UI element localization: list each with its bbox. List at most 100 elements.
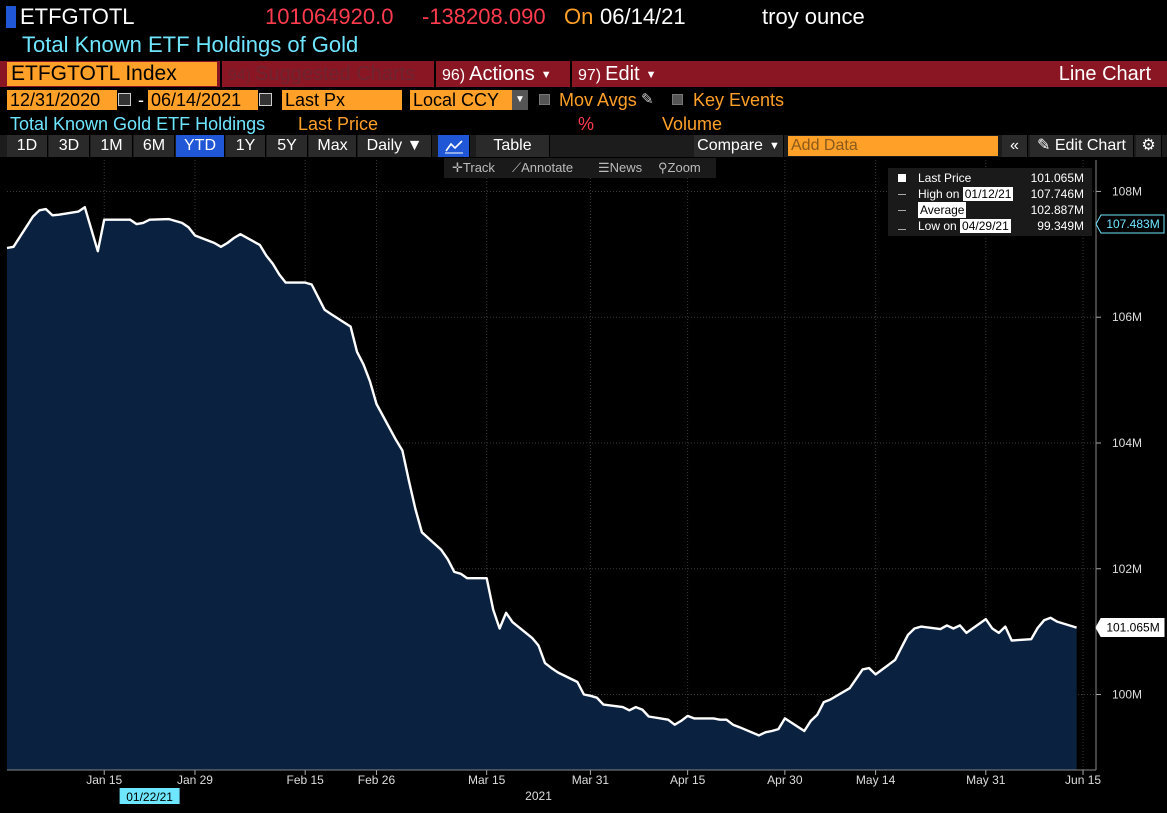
axes (7, 160, 1101, 775)
legend-last-price-value: 101.065M (1030, 171, 1084, 185)
low-date: 04/29/21 (960, 219, 1011, 233)
y-tick-label: 102M (1112, 562, 1142, 576)
period-3d[interactable]: 3D (49, 135, 90, 157)
chart-toolbar: 1D 3D 1M 6M YTD 1Y 5Y Max Daily ▼ Table … (0, 135, 1167, 157)
zoom-label: Zoom (667, 160, 701, 175)
y-tick-label: 100M (1112, 688, 1142, 702)
zoom-tool[interactable]: ⚲ Zoom (658, 158, 701, 178)
key-events-label: Key Events (693, 90, 785, 110)
period-5y[interactable]: 5Y (267, 135, 308, 157)
annotate-tool[interactable]: ⟋ Annotate (512, 158, 573, 178)
cursor-date-label: 01/22/21 (126, 790, 173, 804)
table-button[interactable]: Table (476, 135, 550, 157)
change-value: -138208.090 (422, 4, 546, 29)
period-6m[interactable]: 6M (134, 135, 175, 157)
cursor-date-box (119, 788, 180, 804)
callout-label: 101.065M (1106, 621, 1159, 635)
x-tick-label: May 14 (856, 773, 896, 787)
area-fill (7, 207, 1077, 770)
x-tick-label: Jun 15 (1065, 773, 1101, 787)
high-marker-icon (898, 194, 906, 195)
track-tool[interactable]: ✛ Track (452, 158, 495, 178)
actions-label: Actions (469, 63, 535, 85)
suggested-charts-label: Suggested Charts (255, 63, 416, 85)
gear-icon[interactable]: ⚙ (1136, 135, 1162, 157)
mov-avgs-label: Mov Avgs (559, 90, 637, 110)
key-events-checkbox[interactable] (672, 94, 683, 105)
security-input[interactable]: ETFGTOTL Index (7, 62, 217, 86)
last-value: 101064920.0 (265, 4, 394, 29)
edit-menu-button[interactable]: 97) Edit ▼ (570, 61, 670, 87)
average-marker-icon (898, 210, 906, 211)
track-label: Track (462, 160, 495, 175)
callout-label: 107.483M (1106, 217, 1159, 231)
y-axis-labels: 100M 102M 104M 106M 108M (1112, 184, 1142, 701)
x-tick-label: Jan 29 (177, 773, 213, 787)
frequency-select[interactable]: Daily ▼ (358, 135, 432, 157)
x-tick-label: Feb 26 (358, 773, 396, 787)
field-select[interactable]: Last Px (282, 90, 402, 110)
news-tool[interactable]: ☰ News (598, 158, 642, 178)
add-data-input[interactable]: Add Data (788, 136, 998, 156)
end-date-field[interactable]: 06/14/2021 (148, 90, 258, 110)
period-1d[interactable]: 1D (7, 135, 48, 157)
line-chart[interactable]: 100M 102M 104M 106M 108M Jan 15 Jan 29 Feb 15 F… (0, 160, 1167, 813)
suggested-charts-button[interactable]: 94) Suggested Charts (220, 61, 434, 87)
on-label: On (564, 4, 594, 29)
calendar-icon[interactable] (118, 93, 131, 106)
edit-chart-label: Edit Chart (1054, 137, 1126, 154)
high-label-text: High on (918, 187, 960, 201)
volume-label: Volume (662, 114, 723, 134)
period-1y[interactable]: 1Y (226, 135, 266, 157)
chart-legend-box: Last Price 101.065M High on 01/12/21 107… (888, 168, 1092, 236)
legend-average-label: Average (918, 202, 967, 218)
date-separator: - (138, 90, 144, 110)
x-tick-label: May 31 (966, 773, 1006, 787)
legend-average: Average 102.887M (894, 202, 1088, 218)
ticker: ETFGTOTL (20, 4, 135, 29)
suggested-charts-number: 94) (228, 67, 252, 84)
x-tick-label: Jan 15 (86, 773, 122, 787)
edit-chart-button[interactable]: ✎ Edit Chart (1030, 135, 1134, 157)
last-value-callout: 101.065M (1095, 618, 1165, 638)
chevron-down-icon[interactable]: ▼ (512, 90, 528, 110)
y-tick-label: 108M (1112, 184, 1142, 198)
period-ytd[interactable]: YTD (176, 135, 225, 157)
collapse-icon[interactable]: « (1002, 135, 1028, 157)
line-chart-icon[interactable] (438, 135, 470, 157)
chart-type-label: Line Chart (1058, 63, 1151, 85)
pencil-icon[interactable]: ✎ (641, 91, 654, 108)
pencil-icon: ✎ (1037, 137, 1055, 154)
currency-select[interactable]: Local CCY (410, 90, 514, 110)
x-tick-label: Apr 15 (670, 773, 706, 787)
actions-menu-button[interactable]: 96) Actions ▼ (434, 61, 568, 87)
compare-label: Compare (697, 137, 763, 155)
compare-button[interactable]: Compare ▼ (694, 135, 784, 157)
quote-date: 06/14/21 (600, 4, 686, 29)
series-legend-bar: Total Known Gold ETF Holdings Last Price… (0, 113, 1167, 135)
y-tick-label: 104M (1112, 436, 1142, 450)
legend-high-label: High on 01/12/21 (918, 186, 1014, 202)
news-label: News (609, 160, 643, 175)
unit-label: troy ounce (762, 4, 865, 29)
period-1m[interactable]: 1M (91, 135, 133, 157)
last-price-label: Last Price (298, 114, 379, 134)
calendar-icon[interactable] (259, 93, 272, 106)
period-max[interactable]: Max (309, 135, 357, 157)
series-name: Total Known Gold ETF Holdings (10, 114, 266, 134)
low-marker-icon (898, 222, 906, 230)
legend-last-price: Last Price 101.065M (894, 170, 1088, 186)
mov-avgs-checkbox[interactable] (539, 94, 550, 105)
security-description: Total Known ETF Holdings of Gold (22, 32, 359, 57)
settings-bar: 12/31/2020 - 06/14/2021 Last Px Local CC… (0, 89, 1167, 111)
x-tick-label: Apr 30 (767, 773, 803, 787)
legend-low-label: Low on 04/29/21 (918, 218, 1011, 234)
caret-down-icon: ▼ (768, 140, 780, 152)
x-tick-label: Mar 31 (572, 773, 610, 787)
actions-number: 96) (442, 67, 466, 84)
function-bar: ETFGTOTL Index 94) Suggested Charts 96) Ac… (0, 61, 1167, 87)
start-date-field[interactable]: 12/31/2020 (7, 90, 117, 110)
callout-box (1095, 214, 1165, 234)
legend-low: Low on 04/29/21 99.349M (894, 218, 1088, 234)
legend-average-value: 102.887M (1030, 203, 1084, 217)
